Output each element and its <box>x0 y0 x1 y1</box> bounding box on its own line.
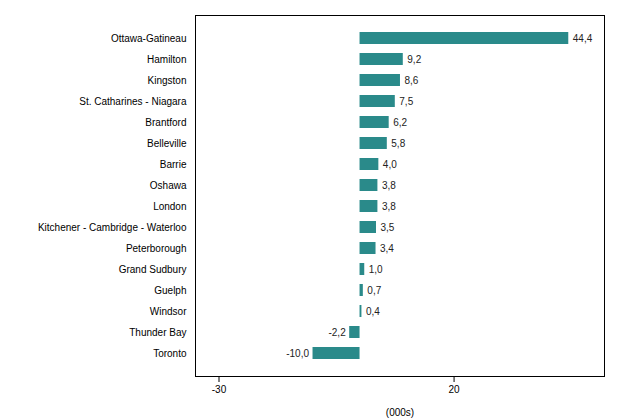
svg-text:Peterborough: Peterborough <box>126 243 187 254</box>
svg-text:3,5: 3,5 <box>380 222 394 233</box>
svg-text:20: 20 <box>449 384 461 395</box>
svg-text:(000s): (000s) <box>386 407 414 418</box>
svg-text:0,7: 0,7 <box>367 285 381 296</box>
svg-text:Oshawa: Oshawa <box>150 180 187 191</box>
svg-text:London: London <box>153 201 186 212</box>
svg-text:Thunder Bay: Thunder Bay <box>129 327 186 338</box>
svg-text:3,4: 3,4 <box>380 243 394 254</box>
svg-text:-30: -30 <box>212 384 227 395</box>
svg-text:Kingston: Kingston <box>148 75 187 86</box>
svg-text:Belleville: Belleville <box>147 138 187 149</box>
svg-text:6,2: 6,2 <box>393 117 407 128</box>
svg-text:Brantford: Brantford <box>145 117 186 128</box>
svg-text:Kitchener - Cambridge - Waterl: Kitchener - Cambridge - Waterloo <box>38 222 187 233</box>
svg-text:Hamilton: Hamilton <box>147 54 186 65</box>
svg-text:9,2: 9,2 <box>407 54 421 65</box>
svg-text:Barrie: Barrie <box>160 159 187 170</box>
svg-text:3,8: 3,8 <box>382 180 396 191</box>
svg-text:3,8: 3,8 <box>382 201 396 212</box>
svg-text:Ottawa-Gatineau: Ottawa-Gatineau <box>111 33 187 44</box>
svg-text:0,4: 0,4 <box>366 306 380 317</box>
svg-text:Windsor: Windsor <box>150 306 187 317</box>
svg-text:-10,0: -10,0 <box>286 348 309 359</box>
svg-text:-2,2: -2,2 <box>328 327 346 338</box>
svg-text:St. Catharines - Niagara: St. Catharines - Niagara <box>79 96 187 107</box>
svg-text:Guelph: Guelph <box>154 285 186 296</box>
svg-text:Grand Sudbury: Grand Sudbury <box>119 264 187 275</box>
svg-text:8,6: 8,6 <box>404 75 418 86</box>
svg-text:7,5: 7,5 <box>399 96 413 107</box>
svg-text:1,0: 1,0 <box>369 264 383 275</box>
svg-text:44,4: 44,4 <box>573 33 593 44</box>
svg-text:5,8: 5,8 <box>391 138 405 149</box>
svg-text:Toronto: Toronto <box>153 348 187 359</box>
svg-text:4,0: 4,0 <box>383 159 397 170</box>
